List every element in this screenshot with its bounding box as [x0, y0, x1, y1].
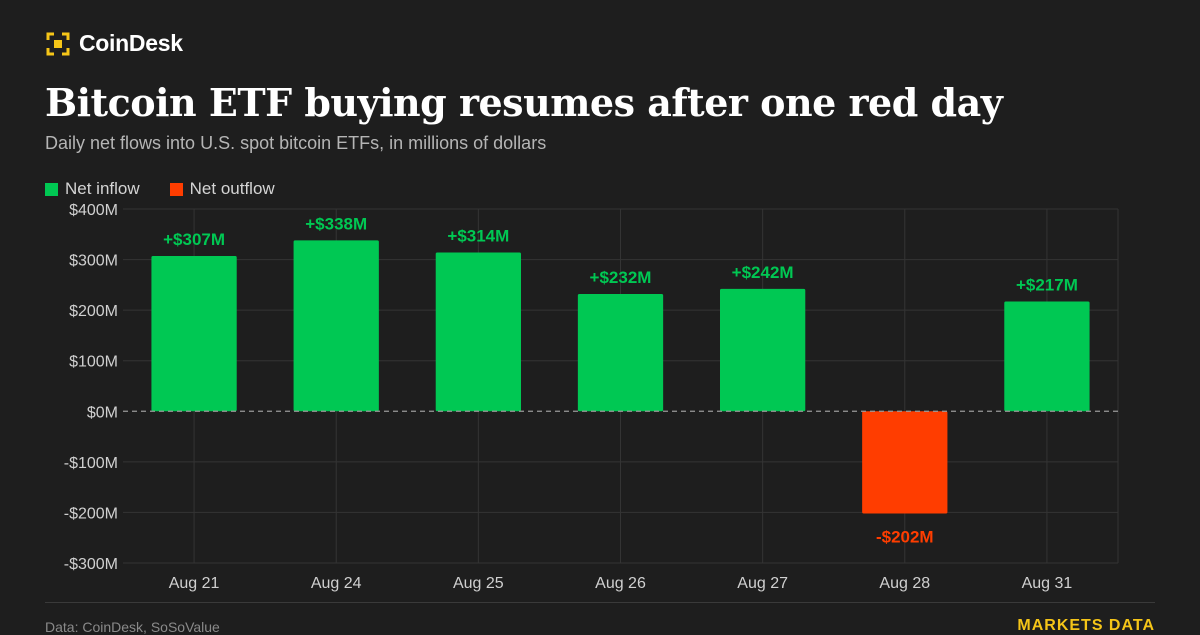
bar-data-label: +$232M — [590, 268, 652, 287]
legend-item-inflow: Net inflow — [45, 179, 140, 199]
bar-4 — [720, 288, 806, 412]
bar-data-label: -$202M — [876, 527, 934, 546]
chart-title: Bitcoin ETF buying resumes after one red… — [45, 80, 1003, 125]
section-tag: MARKETS DATA — [1017, 617, 1155, 634]
x-tick-label: Aug 31 — [1022, 575, 1073, 592]
bar-data-label: +$338M — [305, 214, 367, 233]
y-tick-label: -$100M — [64, 455, 118, 472]
y-tick-label: -$200M — [64, 505, 118, 522]
x-tick-label: Aug 27 — [737, 575, 788, 592]
legend-label-inflow: Net inflow — [65, 179, 140, 198]
x-tick-label: Aug 21 — [169, 575, 220, 592]
bar-0 — [151, 256, 237, 412]
y-tick-label: $200M — [69, 303, 118, 320]
chart-legend: Net inflow Net outflow — [45, 179, 275, 199]
bar-data-label: +$314M — [447, 226, 509, 245]
legend-swatch-inflow — [45, 182, 58, 196]
legend-label-outflow: Net outflow — [189, 179, 275, 198]
y-tick-label: -$300M — [64, 556, 118, 573]
y-tick-label: $100M — [69, 354, 118, 371]
x-tick-label: Aug 26 — [595, 575, 646, 592]
bar-data-label: +$217M — [1016, 276, 1078, 295]
y-tick-label: $400M — [69, 202, 118, 219]
bar-data-label: +$307M — [163, 230, 225, 249]
source-note: Data: CoinDesk, SoSoValue — [45, 619, 220, 635]
legend-swatch-outflow — [169, 182, 183, 196]
chart-subtitle: Daily net flows into U.S. spot bitcoin E… — [45, 133, 547, 153]
x-tick-label: Aug 28 — [879, 575, 930, 592]
bar-5 — [862, 411, 948, 514]
x-tick-label: Aug 24 — [311, 575, 362, 592]
brand: CoinDesk — [45, 30, 183, 57]
y-tick-label: $300M — [69, 253, 118, 270]
x-tick-label: Aug 25 — [453, 575, 504, 592]
bar-6 — [1004, 301, 1090, 412]
footer-divider — [45, 602, 1155, 603]
bar-data-label: +$242M — [732, 263, 794, 282]
brand-name: CoinDesk — [79, 30, 183, 56]
bar-2 — [435, 252, 521, 412]
bar-3 — [577, 293, 664, 412]
bar-1 — [293, 240, 379, 412]
legend-item-outflow: Net outflow — [169, 179, 275, 199]
coindesk-logo-icon — [46, 32, 70, 55]
y-tick-label: $0M — [87, 404, 118, 421]
